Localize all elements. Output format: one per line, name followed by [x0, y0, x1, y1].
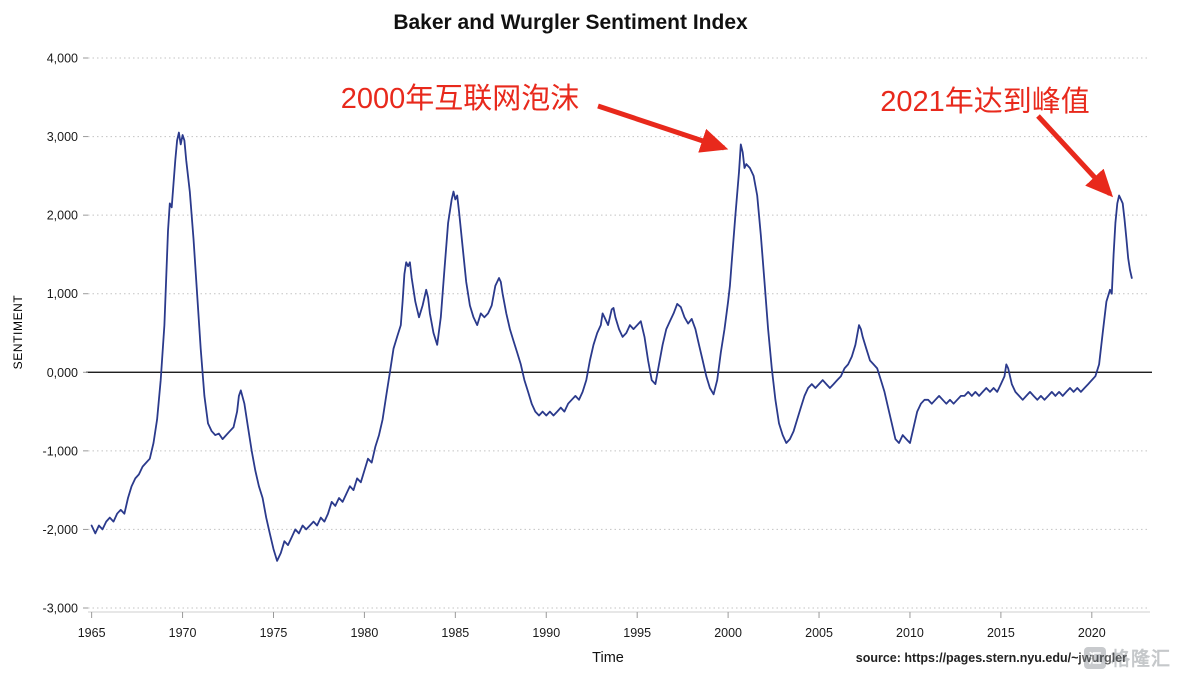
svg-text:2010: 2010 — [896, 626, 924, 640]
svg-text:0,000: 0,000 — [47, 366, 78, 380]
svg-text:1990: 1990 — [532, 626, 560, 640]
y-axis-label: SENTIMENT — [11, 294, 25, 370]
gelonghui-logo-icon: 汇 — [1083, 646, 1106, 669]
chart-title: Baker and Wurgler Sentiment Index — [393, 11, 748, 34]
svg-text:2,000: 2,000 — [47, 209, 78, 223]
svg-text:1965: 1965 — [78, 626, 106, 640]
svg-text:1975: 1975 — [260, 626, 288, 640]
gelonghui-watermark: 汇 格隆汇 — [1079, 642, 1175, 673]
svg-text:1970: 1970 — [169, 626, 197, 640]
svg-text:1,000: 1,000 — [47, 287, 78, 301]
svg-text:-2,000: -2,000 — [43, 523, 78, 537]
svg-text:1980: 1980 — [351, 626, 379, 640]
svg-text:-1,000: -1,000 — [43, 444, 78, 458]
svg-text:2000: 2000 — [714, 626, 742, 640]
svg-text:2015: 2015 — [987, 626, 1015, 640]
source-text: source: https://pages.stern.nyu.edu/~jwu… — [855, 651, 1127, 665]
svg-text:2005: 2005 — [805, 626, 833, 640]
annotation-2021-peak: 2021年达到峰值 — [880, 86, 1090, 118]
x-axis-label: Time — [592, 650, 624, 666]
svg-text:4,000: 4,000 — [47, 52, 78, 66]
watermark-text: 格隆汇 — [1110, 649, 1171, 670]
annotation-2000-dotcom-bubble: 2000年互联网泡沫 — [340, 83, 580, 115]
svg-text:1995: 1995 — [623, 626, 651, 640]
svg-text:-3,000: -3,000 — [43, 602, 78, 616]
svg-text:2020: 2020 — [1078, 626, 1106, 640]
svg-text:1985: 1985 — [441, 626, 469, 640]
svg-text:3,000: 3,000 — [47, 130, 78, 144]
